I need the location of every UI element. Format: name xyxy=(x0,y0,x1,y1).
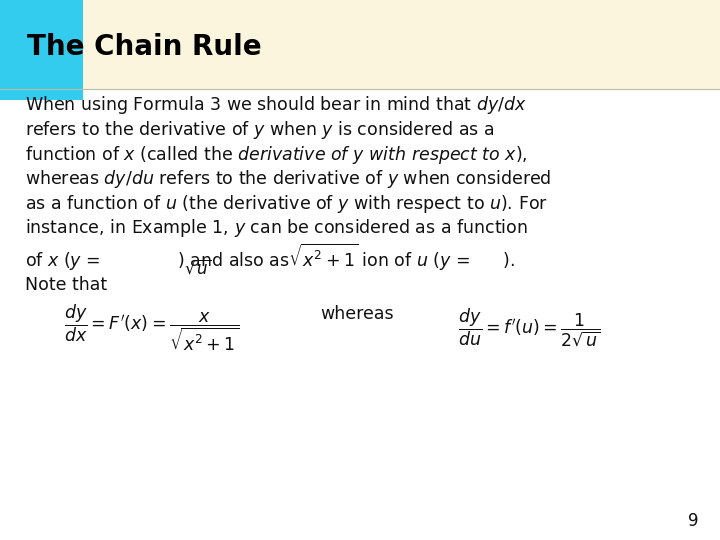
Text: $\sqrt{u}$: $\sqrt{u}$ xyxy=(184,259,211,278)
Text: refers to the derivative of $y$ when $y$ is considered as a: refers to the derivative of $y$ when $y$… xyxy=(25,119,495,141)
Text: whereas: whereas xyxy=(320,305,394,323)
Text: $\dfrac{dy}{du} = f'(u) = \dfrac{1}{2\sqrt{u}}$: $\dfrac{dy}{du} = f'(u) = \dfrac{1}{2\sq… xyxy=(458,307,600,349)
Text: as a function of $u$ (the derivative of $y$ with respect to $u$). For: as a function of $u$ (the derivative of … xyxy=(25,193,548,215)
Text: The Chain Rule: The Chain Rule xyxy=(27,33,262,61)
Text: $\dfrac{dy}{dx} = F'(x) = \dfrac{x}{\sqrt{x^2+1}}$: $\dfrac{dy}{dx} = F'(x) = \dfrac{x}{\sqr… xyxy=(63,302,239,353)
Text: When using Formula 3 we should bear in mind that $dy/dx$: When using Formula 3 we should bear in m… xyxy=(25,94,527,117)
Text: Note that: Note that xyxy=(25,276,107,294)
Text: of $x$ ($y$ =              ) and also as$\sqrt{x^2+1}$ ion of $u$ ($y$ =      ).: of $x$ ($y$ = ) and also as$\sqrt{x^2+1}… xyxy=(25,242,516,273)
FancyBboxPatch shape xyxy=(0,0,720,89)
Text: function of $x$ (called the $\it{derivative\ of\ y\ with\ respect\ to\ x}$),: function of $x$ (called the $\it{derivat… xyxy=(25,144,528,166)
Text: whereas $dy/du$ refers to the derivative of $y$ when considered: whereas $dy/du$ refers to the derivative… xyxy=(25,168,552,190)
FancyBboxPatch shape xyxy=(0,0,83,100)
Text: instance, in Example 1, $y$ can be considered as a function: instance, in Example 1, $y$ can be consi… xyxy=(25,217,528,239)
Text: 9: 9 xyxy=(688,512,698,530)
